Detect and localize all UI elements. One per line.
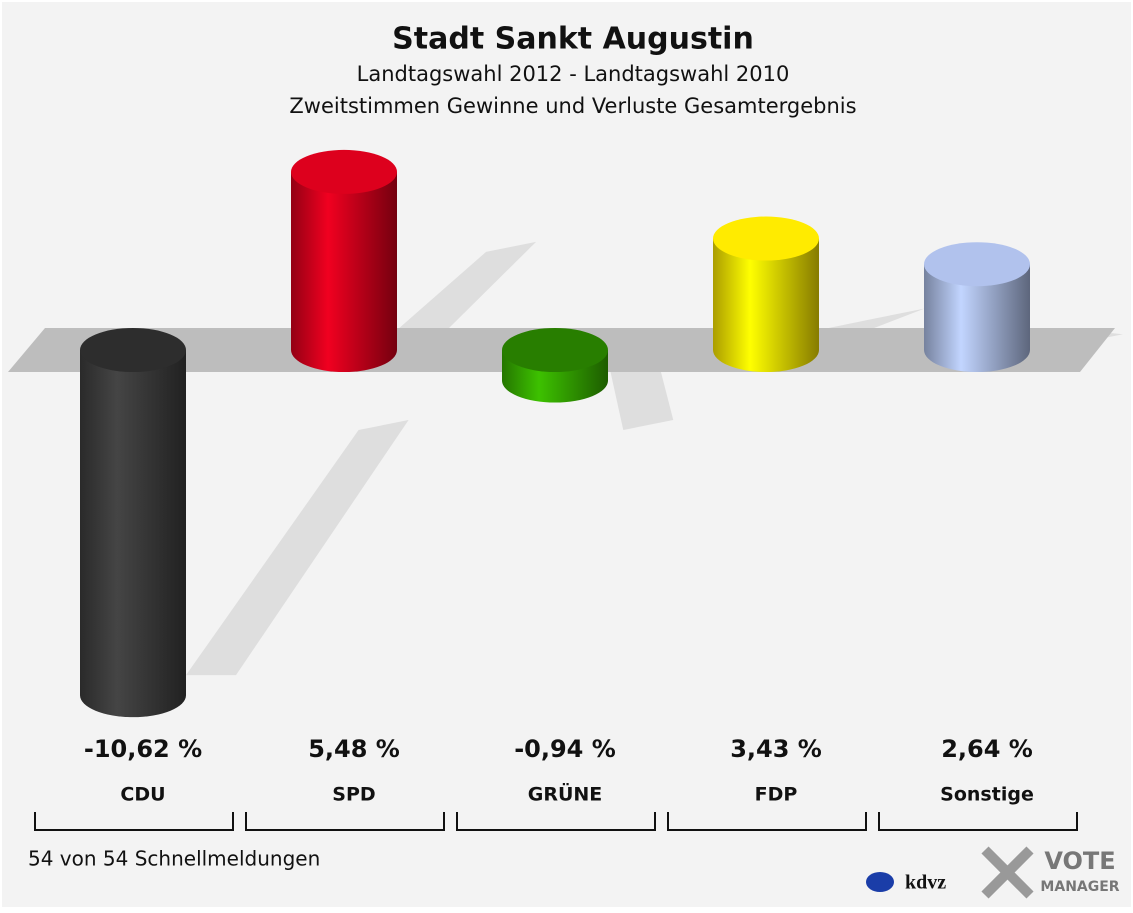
value-label: 5,48 %: [308, 735, 400, 763]
bar-cap: [502, 328, 608, 372]
footnote: 54 von 54 Schnellmeldungen: [28, 847, 320, 871]
category-bracket: [878, 812, 1078, 831]
bar-cap: [291, 149, 397, 194]
bar: [291, 171, 397, 372]
bar: [80, 350, 186, 718]
category-bracket: [667, 812, 867, 831]
bar: [713, 238, 819, 372]
subtitle: Landtagswahl 2012 - Landtagswahl 2010: [357, 62, 790, 86]
shadows: [186, 241, 1123, 676]
bar-cap: [924, 242, 1030, 287]
category-bracket: [245, 812, 445, 831]
logo-text: kdvz: [905, 872, 946, 894]
logo-text: MANAGER: [1040, 879, 1119, 895]
bars: -10,62 % CDU 5,48 % SPD -0,94 % GRÜNE 3,43 % FD…: [34, 149, 1078, 831]
bar-cap: [80, 328, 186, 372]
x-tick-label: FDP: [755, 784, 798, 806]
logo-text: VOTE: [1044, 847, 1115, 875]
bar-shadow: [397, 241, 537, 330]
x-tick-label: CDU: [120, 784, 165, 806]
category-bracket: [34, 812, 234, 831]
value-label: 2,64 %: [941, 735, 1033, 763]
x-tick-label: GRÜNE: [528, 782, 603, 806]
x-tick-label: Sonstige: [940, 784, 1034, 806]
x-tick-label: SPD: [332, 784, 375, 806]
logo-dot: [866, 872, 894, 892]
chart-title: Stadt Sankt Augustin: [392, 22, 754, 57]
logo-cross: [981, 846, 1034, 899]
bar-cap: [713, 216, 819, 261]
subtitle: Zweitstimmen Gewinne und Verluste Gesamt…: [289, 94, 856, 118]
category-bracket: [456, 812, 656, 831]
value-label: -10,62 %: [84, 735, 202, 763]
value-label: -0,94 %: [514, 735, 616, 763]
bar-shadow: [819, 308, 925, 330]
bar-shadow: [608, 360, 674, 430]
bar: [924, 264, 1030, 372]
bar-shadow: [186, 420, 409, 676]
value-label: 3,43 %: [730, 735, 822, 763]
